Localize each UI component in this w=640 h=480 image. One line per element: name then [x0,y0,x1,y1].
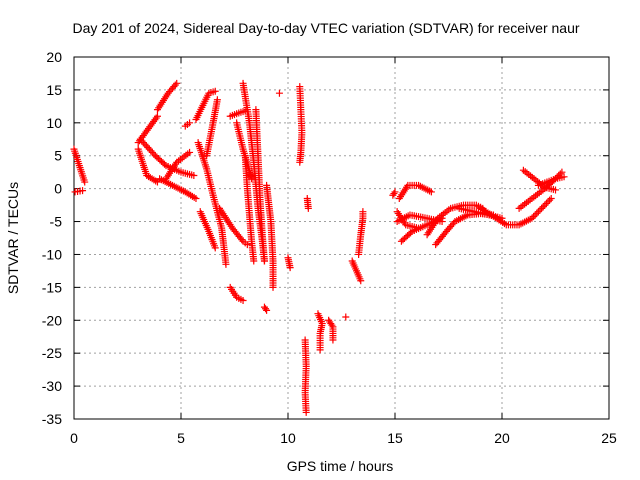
data-point [263,306,271,314]
data-point [531,211,539,219]
y-tick-label: 5 [54,148,62,164]
y-tick-label: -25 [42,345,62,361]
data-series [70,79,568,416]
data-point [302,408,310,416]
data-point [539,203,547,211]
x-tick-label: 15 [387,430,403,446]
data-point [316,346,324,354]
data-point [150,150,158,158]
data-point [547,195,555,203]
x-axis: 0 5 10 15 20 25 [70,57,617,446]
data-point [528,214,536,222]
data-point [186,148,194,156]
y-tick-label: 20 [46,49,62,65]
y-tick-label: -10 [42,246,62,262]
data-point [136,135,144,143]
data-point [186,119,194,127]
data-point [342,313,350,321]
y-tick-label: 0 [54,181,62,197]
data-point [138,137,146,145]
data-point [250,257,258,265]
data-point [427,188,435,196]
y-tick-label: -35 [42,411,62,427]
data-point [238,236,246,244]
data-point [141,140,149,148]
data-point [262,305,270,313]
data-point [407,229,415,237]
data-point [275,89,283,97]
data-point [145,145,153,153]
data-point [357,277,365,285]
data-point [79,187,87,195]
data-point [171,81,179,89]
data-point [81,178,89,186]
data-point [160,160,168,168]
x-tick-label: 10 [280,430,296,446]
data-point [243,241,251,249]
x-tick-label: 20 [494,430,510,446]
y-tick-label: -5 [50,214,63,230]
data-point [546,196,554,204]
data-point [560,173,568,181]
y-tick-label: -15 [42,279,62,295]
data-point [142,142,150,150]
x-tick-label: 0 [70,430,78,446]
data-point [328,321,336,329]
data-point [534,208,542,216]
data-point [542,199,550,207]
x-axis-label: GPS time / hours [287,458,394,474]
data-point [139,139,147,147]
y-axis: 20 15 10 5 0 -5 -10 -15 -20 -25 -30 -35 [42,49,609,427]
data-point [148,148,156,156]
data-point [222,260,230,268]
data-point [211,87,219,95]
data-point [538,204,546,212]
x-tick-label: 25 [601,430,617,446]
data-point [192,195,200,203]
data-point [359,208,367,216]
data-point [544,198,552,206]
plot-frame [73,56,610,420]
data-point [153,112,161,120]
data-point [391,188,399,196]
data-point [239,297,247,305]
y-axis-label: SDTVAR / TECUs [5,182,21,294]
y-tick-label: -30 [42,378,62,394]
data-point [211,244,219,252]
grid [74,57,609,419]
data-point [304,204,312,212]
data-point [541,201,549,209]
data-point [213,96,221,104]
y-tick-label: 10 [46,115,62,131]
chart-title: Day 201 of 2024, Sidereal Day-to-day VTE… [72,20,579,36]
data-point [173,79,181,87]
data-point [190,171,198,179]
data-point [438,218,446,226]
data-point [552,186,559,194]
data-point [286,264,294,272]
x-tick-label: 5 [177,430,185,446]
data-point [329,336,337,344]
y-tick-label: 15 [46,82,62,98]
data-point [248,175,256,183]
data-point [536,206,544,214]
data-point [269,283,277,291]
data-point [260,257,268,265]
data-point [533,209,541,217]
y-tick-label: -20 [42,312,62,328]
data-point [530,213,538,221]
data-point [144,144,152,151]
data-point [147,147,155,155]
data-point [296,158,304,166]
data-point [390,190,398,198]
